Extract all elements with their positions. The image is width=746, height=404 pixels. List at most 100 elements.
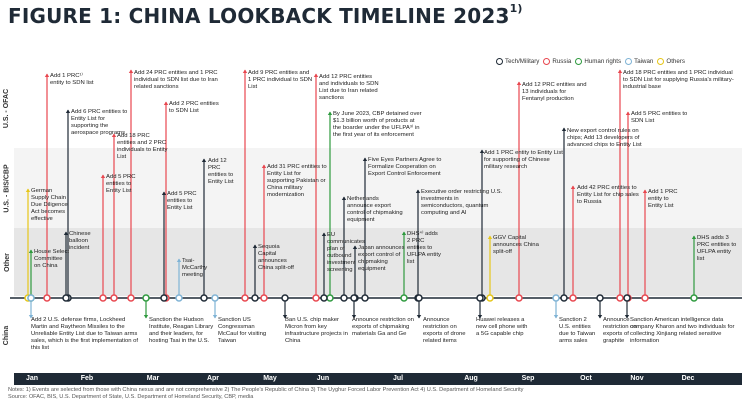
month-label-nov: Nov <box>630 375 644 382</box>
figure-title: FIGURE 1: CHINA LOOKBACK TIMELINE 20231) <box>8 2 523 28</box>
event-arrow-e39 <box>477 315 483 319</box>
event-arrow-e22 <box>415 189 421 193</box>
event-text-e18: EU communicates plan of outbound investm… <box>327 232 365 273</box>
event-text-e12: Tsai-McCarthy meeting <box>182 258 208 278</box>
title-footnote-marker: 1) <box>509 2 523 15</box>
event-dot-e7 <box>99 294 107 302</box>
event-text-e7: Add 5 PRC entities to Entity List <box>106 174 136 194</box>
event-text-e41: Announce restriction on exports of graph… <box>603 317 637 344</box>
event-arrow-e20 <box>341 196 347 200</box>
band-china <box>14 298 742 373</box>
event-arrow-e35 <box>212 315 218 319</box>
month-label-aug: Aug <box>464 375 478 382</box>
event-dot-e33 <box>27 294 35 302</box>
event-arrow-e27 <box>561 127 567 131</box>
event-text-e29: Add 18 PRC entities and 1 PRC individual… <box>623 70 734 90</box>
event-dot-e17 <box>260 294 268 302</box>
event-dot-e42 <box>623 294 631 302</box>
event-dot-e13 <box>241 294 249 302</box>
event-dot-e41 <box>596 294 604 302</box>
event-text-e33: Add 2 U.S. defense firms, Lockheed Marti… <box>31 317 139 351</box>
event-dot-e25 <box>486 294 494 302</box>
event-arrow-e28 <box>570 185 576 189</box>
event-arrow-e38 <box>416 315 422 319</box>
event-dot-e31 <box>641 294 649 302</box>
legend-item-others: Others <box>657 58 685 65</box>
event-arrow-e5 <box>28 249 34 253</box>
event-arrow-e10 <box>161 191 167 195</box>
event-arrow-e26 <box>516 81 522 85</box>
event-dot-e37 <box>350 294 358 302</box>
event-text-e39: Huawei releases a new cell phone with a … <box>476 317 528 337</box>
event-arrow-e3 <box>25 188 31 192</box>
event-text-e23: DHS⁴⁾ adds 2 PRC entities to UFLPA entit… <box>407 231 441 265</box>
event-text-e24: Add 1 PRC entity to Entity List for supp… <box>484 150 563 170</box>
event-arrow-e12 <box>176 258 182 262</box>
month-label-jun: Jun <box>316 375 330 382</box>
event-arrow-e33 <box>28 315 34 319</box>
event-arrow-e9 <box>163 101 169 105</box>
event-text-e31: Add 1 PRC entity to Entity List <box>648 189 678 209</box>
legend: Tech/Military Russia Human rights Taiwan Oth… <box>496 58 742 65</box>
event-arrow-e41 <box>597 315 603 319</box>
event-dot-e26 <box>515 294 523 302</box>
event-dot-e23 <box>400 294 408 302</box>
event-arrow-e36 <box>282 315 288 319</box>
event-arrow-e15 <box>313 73 319 77</box>
event-dot-e6 <box>110 294 118 302</box>
event-text-e28: Add 42 PRC entities to Entity List for c… <box>577 185 639 205</box>
event-arrow-e23 <box>401 231 407 235</box>
event-text-e9: Add 2 PRC entities to SDN List <box>169 101 219 114</box>
event-arrow-e17 <box>261 164 267 168</box>
figure-title-text: FIGURE 1: CHINA LOOKBACK TIMELINE 2023 <box>8 4 510 28</box>
month-label-may: May <box>263 375 277 382</box>
event-text-e25: GGV Capital announces China split-off <box>493 235 539 255</box>
notes: Notes: 1) Events are selected from those… <box>8 387 523 401</box>
event-text-e27: New export control rules on chips; Add 1… <box>567 128 642 148</box>
legend-item-human: Human rights <box>575 58 621 65</box>
event-arrow-e32 <box>691 235 697 239</box>
event-dot-e10 <box>160 294 168 302</box>
legend-label-taiwan: Taiwan <box>634 58 654 65</box>
event-text-e15: Add 12 PRC entities and individuals to S… <box>319 74 379 101</box>
band-bis <box>14 148 742 228</box>
event-text-e34: Sanction the Hudson Institute, Reagan Li… <box>149 317 214 344</box>
event-arrow-e24 <box>479 149 485 153</box>
event-dot-e14 <box>251 294 259 302</box>
month-label-oct: Oct <box>580 375 592 382</box>
month-label-apr: Apr <box>206 375 220 382</box>
month-label-sep: Sep <box>521 375 535 382</box>
event-dot-e8 <box>127 294 135 302</box>
band-ofac <box>14 68 742 148</box>
event-text-e6: Add 18 PRC entities and 2 PRC individual… <box>117 133 168 160</box>
event-dot-e4 <box>62 294 70 302</box>
event-dot-e29 <box>616 294 624 302</box>
event-text-e1: Add 1 PRC¹⁾ entity to SDN list <box>50 73 94 86</box>
event-arrow-e1 <box>44 73 50 77</box>
event-dot-e11 <box>200 294 208 302</box>
legend-item-tech: Tech/Military <box>496 58 539 65</box>
event-text-e4: Chinese balloon incident <box>69 231 91 251</box>
event-dot-e35 <box>211 294 219 302</box>
event-arrow-e37 <box>351 315 357 319</box>
event-arrow-e16 <box>327 111 333 115</box>
legend-label-human: Human rights <box>584 58 622 65</box>
event-arrow-e7 <box>100 174 106 178</box>
event-dot-e34 <box>142 294 150 302</box>
legend-item-taiwan: Taiwan <box>625 58 653 65</box>
event-text-e36: Ban U.S. chip maker Micron from key infr… <box>285 317 348 344</box>
event-text-e3: German Supply Chain Due Diligence Act be… <box>31 188 68 222</box>
event-text-e11: Add 12 PRC entities to Entity List <box>208 158 234 185</box>
event-dot-e20 <box>340 294 348 302</box>
event-dot-e32 <box>690 294 698 302</box>
legend-item-russia: Russia <box>543 58 571 65</box>
event-dot-e28 <box>569 294 577 302</box>
event-arrow-e13 <box>242 69 248 73</box>
event-arrow-e21 <box>352 245 358 249</box>
event-arrow-e25 <box>487 235 493 239</box>
event-text-e19: Five Eyes Partners Agree to Formalize Co… <box>368 157 442 177</box>
event-arrow-e42 <box>624 315 630 319</box>
event-dot-e12 <box>175 294 183 302</box>
event-dot-e19 <box>361 294 369 302</box>
event-arrow-e11 <box>201 158 207 162</box>
